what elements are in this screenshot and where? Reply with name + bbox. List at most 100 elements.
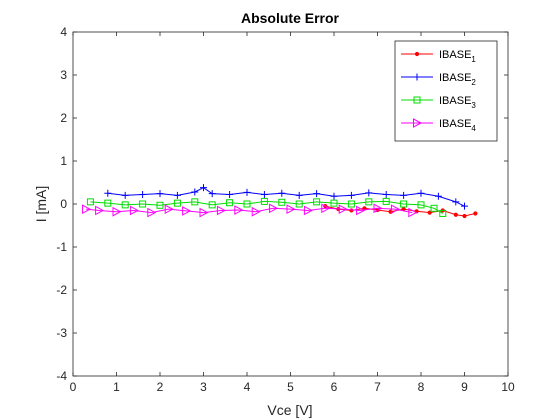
data-point	[417, 189, 425, 197]
data-point	[156, 201, 164, 209]
legend-box	[394, 40, 498, 142]
legend-label-subscript: 4	[471, 124, 476, 133]
data-point	[156, 190, 164, 198]
data-point	[462, 213, 467, 219]
data-point	[226, 191, 234, 199]
data-point	[216, 205, 226, 216]
series-4	[82, 203, 418, 218]
data-point	[382, 191, 390, 199]
y-axis-label: I [mA]	[33, 186, 49, 223]
legend-label-subscript: 3	[471, 101, 476, 110]
x-tick-label: 8	[418, 380, 425, 394]
data-point	[408, 207, 418, 218]
y-tick-label: 1	[60, 154, 67, 168]
data-point	[439, 209, 447, 217]
series-3	[86, 197, 447, 217]
legend-label-name: IBASE	[439, 118, 471, 130]
data-point	[417, 201, 425, 209]
data-point	[173, 199, 181, 207]
data-point	[234, 205, 244, 215]
y-tick-label: 4	[60, 25, 67, 39]
data-point	[200, 184, 207, 192]
data-point	[382, 197, 390, 205]
x-tick-label: 3	[200, 380, 207, 394]
data-point	[365, 189, 373, 197]
data-point	[147, 207, 157, 218]
data-point	[260, 191, 268, 199]
legend-item: IBASE2	[401, 72, 476, 87]
data-point	[112, 206, 122, 217]
legend-label-name: IBASE	[439, 95, 471, 107]
plot-area: 0 1 2 3 4 5 6 7 8 9 10-4-3-2-101234IBASE1IBASE2IBA…	[56, 25, 515, 394]
x-tick-label: 7	[374, 380, 381, 394]
legend-item: IBASE1	[401, 49, 476, 64]
data-point	[104, 199, 112, 207]
data-point	[347, 200, 355, 208]
data-point	[303, 205, 313, 216]
y-tick-label: -3	[56, 326, 67, 340]
data-point	[338, 204, 348, 214]
legend-label-name: IBASE	[439, 72, 471, 84]
data-point	[191, 198, 199, 206]
legend-label: IBASE3	[439, 95, 476, 110]
data-point	[321, 203, 331, 214]
data-point	[400, 200, 408, 208]
legend-label: IBASE2	[439, 72, 476, 87]
x-tick-label: 1	[113, 380, 120, 394]
data-point	[278, 198, 286, 206]
data-point	[104, 189, 112, 197]
data-point	[452, 198, 460, 206]
data-point	[278, 189, 286, 197]
data-point	[295, 200, 303, 208]
x-tick-label: 0	[70, 380, 77, 394]
y-tick-label: 2	[60, 111, 67, 125]
data-point	[164, 204, 174, 214]
data-point	[390, 204, 400, 214]
data-point	[413, 96, 421, 104]
chart-title: Absolute Error	[241, 10, 340, 26]
data-point	[208, 190, 216, 198]
legend-item: IBASE3	[401, 95, 476, 110]
data-point	[430, 204, 438, 212]
data-point	[414, 51, 420, 57]
data-point	[199, 207, 209, 218]
data-point	[173, 191, 181, 199]
data-point	[121, 201, 129, 209]
data-point	[139, 200, 147, 208]
x-tick-label: 4	[244, 380, 251, 394]
data-point	[473, 211, 478, 216]
data-point	[139, 191, 147, 199]
data-point	[243, 200, 251, 208]
x-tick-label: 5	[287, 380, 294, 394]
data-point	[191, 188, 199, 196]
data-point	[313, 198, 321, 206]
legend-label-subscript: 2	[471, 78, 476, 87]
y-tick-label: 0	[60, 197, 67, 211]
data-point	[373, 203, 383, 214]
data-point	[208, 201, 216, 209]
legend-label: IBASE4	[439, 118, 476, 133]
data-point	[95, 205, 105, 216]
data-point	[129, 205, 139, 216]
data-point	[286, 204, 296, 214]
data-point	[260, 197, 268, 205]
x-tick-label: 6	[331, 380, 338, 394]
y-tick-label: 3	[60, 68, 67, 82]
data-point	[461, 202, 468, 210]
data-point	[243, 188, 251, 196]
series-2	[104, 184, 468, 210]
data-point	[347, 191, 355, 199]
data-point	[269, 203, 279, 214]
legend-label-subscript: 1	[471, 55, 476, 64]
data-point	[121, 191, 129, 199]
data-point	[453, 212, 458, 217]
y-tick-label: -4	[56, 369, 67, 383]
data-point	[356, 205, 366, 216]
data-point	[295, 191, 303, 199]
data-point	[226, 199, 234, 207]
series-line	[90, 200, 444, 214]
x-tick-label: 10	[501, 380, 515, 394]
y-tick-label: -1	[56, 240, 67, 254]
